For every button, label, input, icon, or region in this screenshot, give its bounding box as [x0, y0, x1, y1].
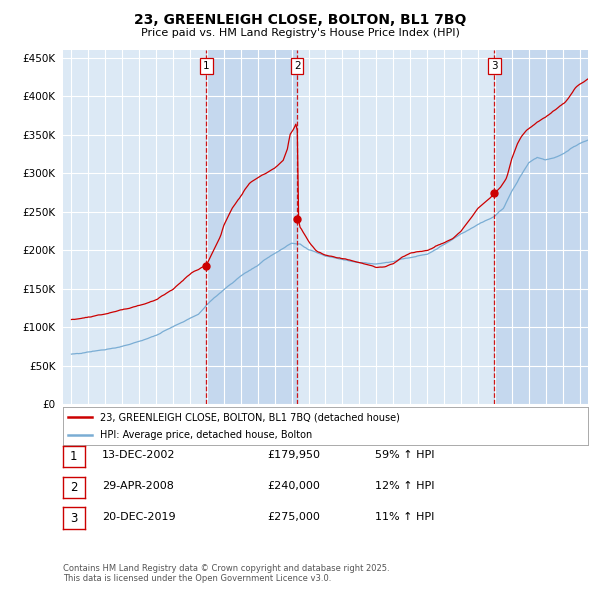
Text: 11% ↑ HPI: 11% ↑ HPI [375, 512, 434, 522]
Text: 1: 1 [70, 450, 77, 463]
Text: HPI: Average price, detached house, Bolton: HPI: Average price, detached house, Bolt… [100, 430, 312, 440]
Text: 3: 3 [70, 512, 77, 525]
Bar [206, 50, 297, 404]
Text: 20-DEC-2019: 20-DEC-2019 [102, 512, 176, 522]
Text: 13-DEC-2002: 13-DEC-2002 [102, 451, 176, 460]
Text: £179,950: £179,950 [267, 451, 320, 460]
Bar [494, 50, 590, 404]
Text: £275,000: £275,000 [267, 512, 320, 522]
Text: 29-APR-2008: 29-APR-2008 [102, 481, 174, 491]
Text: Price paid vs. HM Land Registry's House Price Index (HPI): Price paid vs. HM Land Registry's House … [140, 28, 460, 38]
Text: £240,000: £240,000 [267, 481, 320, 491]
Text: 59% ↑ HPI: 59% ↑ HPI [375, 451, 434, 460]
Text: 3: 3 [491, 61, 497, 71]
Text: 23, GREENLEIGH CLOSE, BOLTON, BL1 7BQ: 23, GREENLEIGH CLOSE, BOLTON, BL1 7BQ [134, 13, 466, 27]
Text: 2: 2 [70, 481, 77, 494]
Text: Contains HM Land Registry data © Crown copyright and database right 2025.
This d: Contains HM Land Registry data © Crown c… [63, 563, 389, 583]
Text: 12% ↑ HPI: 12% ↑ HPI [375, 481, 434, 491]
Text: 1: 1 [203, 61, 209, 71]
Text: 2: 2 [294, 61, 301, 71]
Text: 23, GREENLEIGH CLOSE, BOLTON, BL1 7BQ (detached house): 23, GREENLEIGH CLOSE, BOLTON, BL1 7BQ (d… [100, 412, 400, 422]
